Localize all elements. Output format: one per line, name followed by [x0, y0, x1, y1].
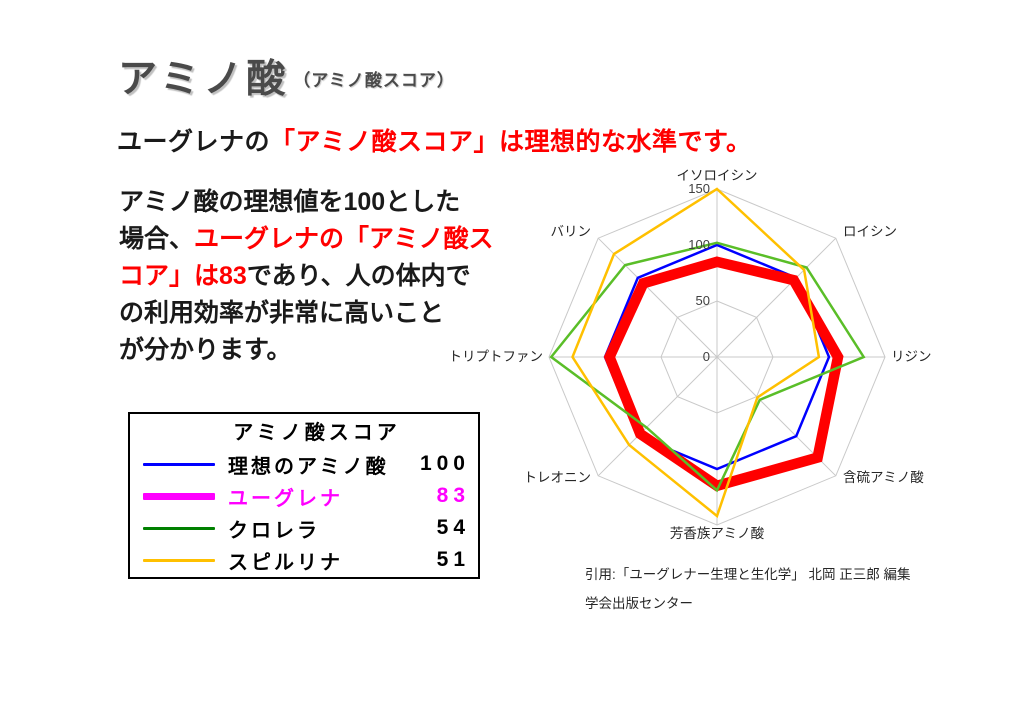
legend-table: アミノ酸スコア 理想のアミノ酸 100 ユーグレナ 83 クロレラ 54 スピルリナ 51 — [128, 412, 480, 579]
legend-score-ideal: 100 — [419, 452, 470, 475]
legend-swatch-cell — [143, 492, 215, 500]
axis-label-7: バリン — [551, 224, 592, 239]
axis-label-0: イソロイシン — [677, 168, 758, 183]
legend-swatch-cell — [143, 526, 215, 530]
legend-swatch-ideal — [143, 462, 215, 466]
citation-line-2: 学会出版センター — [585, 596, 693, 611]
page-title: アミノ酸 （アミノ酸スコア） — [118, 48, 455, 104]
legend-score-chlorella: 54 — [436, 516, 470, 539]
series-chlorella — [549, 241, 866, 493]
legend-name-ideal: 理想のアミノ酸 — [228, 455, 389, 478]
legend-swatch-chlorella — [143, 526, 215, 530]
legend-title: アミノ酸スコア — [233, 422, 401, 444]
citation: 引用:「ユーグレナー生理と生化学」 北岡 正三郎 編集 学会出版センター — [585, 560, 911, 618]
citation-line-1: 引用:「ユーグレナー生理と生化学」 北岡 正三郎 編集 — [585, 567, 911, 582]
legend-row-spirulina: スピルリナ 51 — [130, 544, 478, 576]
axis-label-1: ロイシン — [843, 224, 897, 239]
axis-label-5: トレオニン — [524, 470, 592, 485]
grid-spoke — [716, 237, 837, 358]
tick-label-0: 0 — [703, 349, 710, 364]
lead-black-part: ユーグレナの — [117, 128, 271, 156]
legend-swatch-spirulina — [143, 558, 215, 562]
legend-score-spirulina: 51 — [436, 548, 470, 571]
radar-chart: 0 50 100 150 イソロイシンロイシンリジン含硫アミノ酸芳香族アミノ酸 トレオニン… — [449, 160, 1010, 630]
title-text: アミノ酸 — [118, 58, 290, 101]
legend-swatch-euglena — [143, 492, 215, 500]
axis-label-4: 芳香族アミノ酸 — [670, 526, 765, 541]
series-spirulina — [571, 187, 821, 519]
legend-swatch-cell — [143, 462, 215, 466]
axis-label-3: 含硫アミノ酸 — [843, 470, 924, 485]
title-suffix: （アミノ酸スコア） — [293, 71, 455, 90]
lead-red-part: 「アミノ酸スコア」は理想的な水準です。 — [270, 128, 752, 156]
tick-label-50: 50 — [696, 293, 710, 308]
body-segment-2: であり、人の体内で の利用効率が非常に高いこと が分かります。 — [119, 262, 471, 364]
tick-label-100: 100 — [688, 237, 710, 252]
axis-label-6: トリプトファン — [450, 349, 543, 364]
grid-spoke — [597, 356, 718, 477]
body-segment-1: ユーグレナの「アミノ酸ス コア」は83 — [119, 225, 494, 290]
legend-name-chlorella: クロレラ — [228, 519, 320, 542]
legend-score-euglena: 83 — [436, 484, 470, 507]
axis-label-2: リジン — [891, 349, 932, 364]
grid-spoke — [597, 237, 718, 358]
tick-label-150: 150 — [688, 181, 710, 196]
legend-row-chlorella: クロレラ 54 — [130, 512, 478, 544]
series-euglena — [603, 256, 844, 492]
body-segment-0: アミノ酸の理想値を100とした 場合、 — [119, 188, 461, 253]
legend-name-spirulina: スピルリナ — [228, 551, 343, 574]
legend-row-ideal: 理想のアミノ酸 100 — [130, 448, 478, 480]
lead-sentence: ユーグレナの「アミノ酸スコア」は理想的な水準です。 — [117, 122, 752, 158]
body-paragraph: アミノ酸の理想値を100とした 場合、ユーグレナの「アミノ酸ス コア」は83であ… — [119, 184, 549, 369]
legend-name-euglena: ユーグレナ — [228, 487, 343, 510]
legend-swatch-cell — [143, 558, 215, 562]
legend-row-euglena: ユーグレナ 83 — [130, 480, 478, 512]
